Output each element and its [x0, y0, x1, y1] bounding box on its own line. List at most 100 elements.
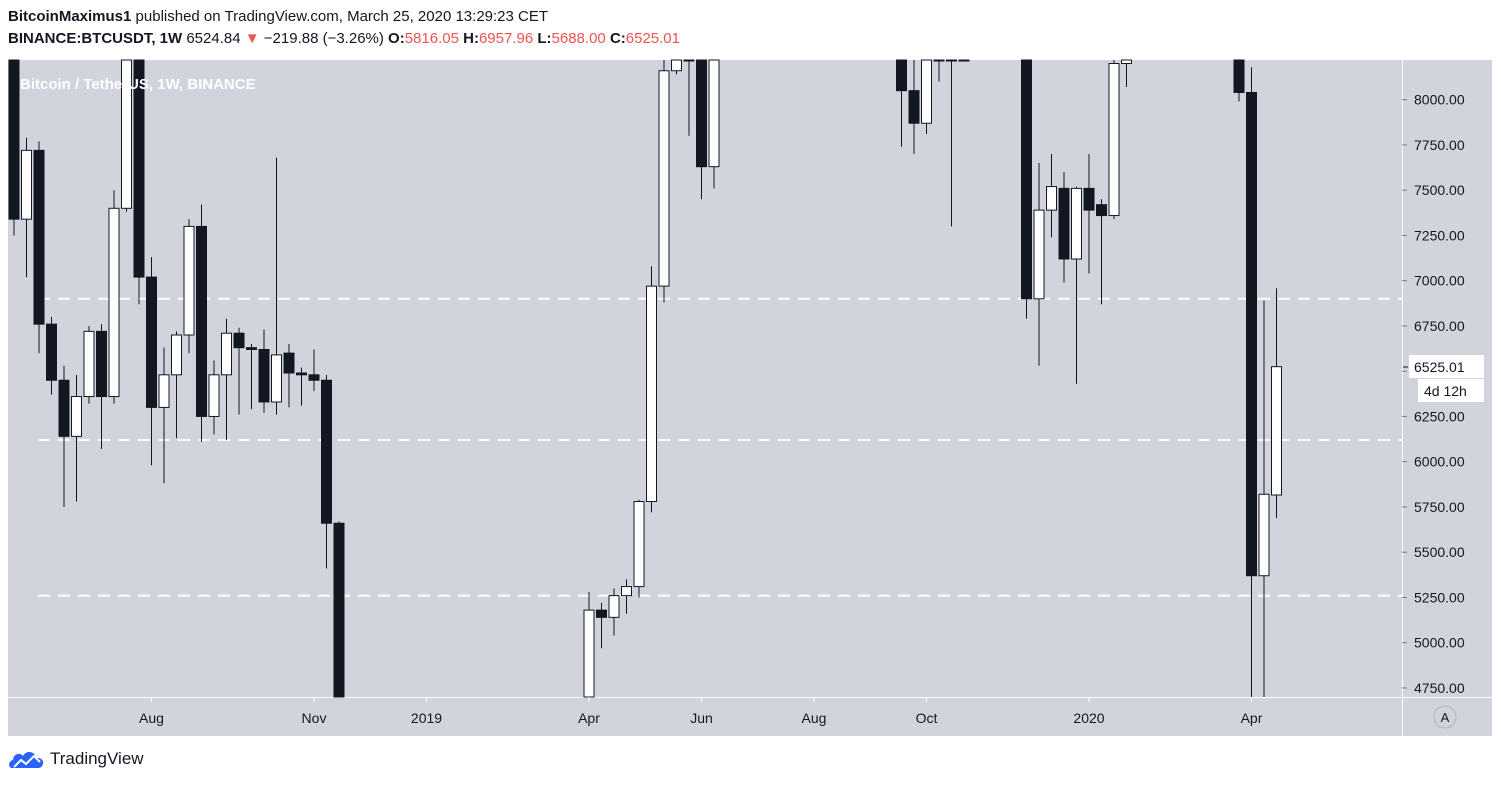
y-tick-label: 5250.00: [1414, 589, 1465, 605]
candle-20[interactable]: [258, 329, 270, 413]
candle-86[interactable]: [1083, 154, 1095, 274]
candle-21[interactable]: [271, 157, 282, 415]
candle-body-down: [196, 225, 207, 417]
candle-84[interactable]: [1058, 172, 1070, 283]
candle-87[interactable]: [1096, 199, 1107, 305]
candle-76[interactable]: [958, 59, 970, 62]
candle-25[interactable]: [321, 374, 332, 569]
candle-6[interactable]: [83, 325, 95, 404]
candle-4[interactable]: [58, 365, 70, 507]
candle-body-down: [1096, 204, 1107, 217]
tradingview-cloud-icon: [9, 752, 44, 768]
x-tick-label: Oct: [916, 710, 938, 726]
candle-body-down: [58, 379, 70, 437]
footer-brand[interactable]: TradingView: [50, 749, 144, 768]
candle-74[interactable]: [933, 59, 945, 82]
candle-82[interactable]: [1033, 163, 1045, 366]
candle-body-up: [171, 334, 182, 376]
publish-info: published on TradingView.com, March 25, …: [135, 8, 549, 25]
candle-53[interactable]: [671, 59, 682, 75]
candle-24[interactable]: [308, 349, 320, 392]
candle-16[interactable]: [208, 360, 220, 435]
candle-75[interactable]: [946, 59, 957, 227]
candle-body-up: [21, 149, 32, 220]
candle-0[interactable]: [8, 59, 20, 236]
candle-12[interactable]: [158, 347, 170, 484]
y-tick-label: 7500.00: [1414, 182, 1465, 198]
candle-body-down: [133, 59, 145, 278]
y-tick-label: 7000.00: [1414, 273, 1465, 289]
candle-89[interactable]: [1121, 59, 1132, 88]
high-label: H:: [463, 30, 479, 47]
countdown-label: 4d 12h: [1424, 383, 1467, 399]
candle-body-up: [708, 59, 720, 168]
candle-15[interactable]: [196, 204, 207, 442]
candle-81[interactable]: [1021, 59, 1032, 319]
candle-73[interactable]: [921, 59, 932, 135]
candle-body-down: [1233, 59, 1245, 93]
candle-100[interactable]: [1258, 300, 1270, 697]
y-tick-label: 5000.00: [1414, 635, 1465, 651]
candle-13[interactable]: [171, 331, 182, 439]
candle-11[interactable]: [146, 257, 157, 466]
candle-body-up: [71, 396, 82, 437]
candle-51[interactable]: [646, 266, 657, 513]
author-name[interactable]: BitcoinMaximus1: [8, 8, 132, 25]
candle-body-down: [696, 59, 707, 168]
candle-47[interactable]: [596, 602, 607, 649]
candle-19[interactable]: [246, 344, 257, 410]
candle-71[interactable]: [896, 59, 907, 147]
candle-7[interactable]: [96, 324, 107, 450]
candle-26[interactable]: [333, 521, 345, 698]
candle-98[interactable]: [1233, 59, 1245, 102]
candle-99[interactable]: [1246, 67, 1257, 697]
candle-49[interactable]: [621, 579, 632, 614]
candle-body-down: [8, 59, 20, 220]
candle-85[interactable]: [1071, 186, 1082, 384]
candle-48[interactable]: [608, 588, 620, 636]
candle-72[interactable]: [908, 60, 920, 154]
x-tick-label: Nov: [302, 710, 327, 726]
candle-56[interactable]: [708, 59, 720, 189]
open-value: 5816.05: [404, 30, 459, 47]
candle-body-down: [308, 374, 320, 381]
candle-8[interactable]: [108, 190, 120, 404]
candle-body-down: [908, 90, 920, 124]
high-value: 6957.96: [478, 30, 534, 47]
candle-3[interactable]: [46, 316, 57, 395]
candle-body-up: [221, 332, 232, 376]
candle-52[interactable]: [658, 60, 670, 303]
change-arrow-icon: ▼: [244, 30, 260, 47]
candle-101[interactable]: [1271, 288, 1282, 519]
candle-body-up: [946, 59, 957, 62]
candle-23[interactable]: [296, 367, 307, 406]
candle-14[interactable]: [183, 219, 195, 354]
candle-body-down: [246, 347, 257, 350]
candle-10[interactable]: [133, 59, 145, 305]
candle-2[interactable]: [33, 141, 45, 354]
candle-5[interactable]: [71, 374, 82, 502]
candle-50[interactable]: [633, 499, 645, 598]
candle-body-down: [46, 323, 57, 381]
candle-body-up: [583, 609, 595, 698]
candle-body-down: [233, 332, 245, 349]
candle-17[interactable]: [221, 318, 232, 440]
candle-body-up: [158, 374, 170, 408]
low-value: 5688.00: [551, 30, 606, 47]
candle-18[interactable]: [233, 327, 245, 415]
auto-scale-button[interactable]: A: [1433, 705, 1457, 729]
candle-body-up: [958, 59, 970, 62]
candle-22[interactable]: [283, 344, 295, 408]
candle-body-down: [1021, 59, 1032, 300]
candle-body-up: [208, 374, 220, 417]
candle-54[interactable]: [683, 59, 695, 136]
candle-55[interactable]: [696, 59, 707, 200]
candle-83[interactable]: [1046, 154, 1057, 238]
candle-body-down: [296, 372, 307, 376]
candle-body-down: [1058, 187, 1070, 260]
candle-88[interactable]: [1108, 60, 1120, 220]
candle-body-down: [283, 352, 295, 374]
candle-1[interactable]: [21, 137, 32, 278]
candle-9[interactable]: [121, 59, 132, 212]
